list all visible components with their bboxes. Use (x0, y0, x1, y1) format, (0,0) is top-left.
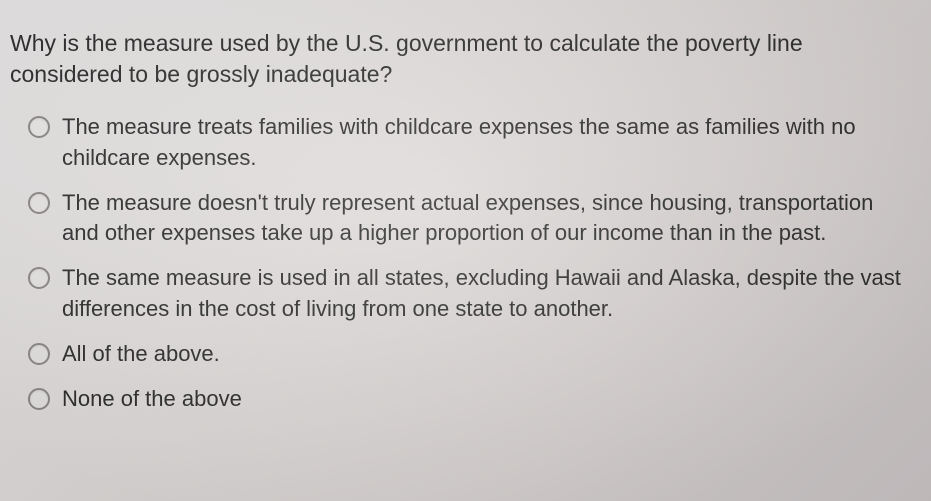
radio-icon[interactable] (28, 192, 50, 214)
radio-icon[interactable] (28, 343, 50, 365)
radio-icon[interactable] (28, 116, 50, 138)
options-group: The measure treats families with childca… (10, 112, 913, 414)
option-3[interactable]: The same measure is used in all states, … (28, 263, 913, 325)
question-text: Why is the measure used by the U.S. gove… (10, 28, 913, 90)
option-4[interactable]: All of the above. (28, 339, 913, 370)
option-3-label: The same measure is used in all states, … (62, 263, 913, 325)
option-2[interactable]: The measure doesn't truly represent actu… (28, 188, 913, 250)
option-5[interactable]: None of the above (28, 384, 913, 415)
radio-icon[interactable] (28, 388, 50, 410)
option-5-label: None of the above (62, 384, 242, 415)
radio-icon[interactable] (28, 267, 50, 289)
option-4-label: All of the above. (62, 339, 220, 370)
option-1[interactable]: The measure treats families with childca… (28, 112, 913, 174)
option-1-label: The measure treats families with childca… (62, 112, 913, 174)
option-2-label: The measure doesn't truly represent actu… (62, 188, 913, 250)
